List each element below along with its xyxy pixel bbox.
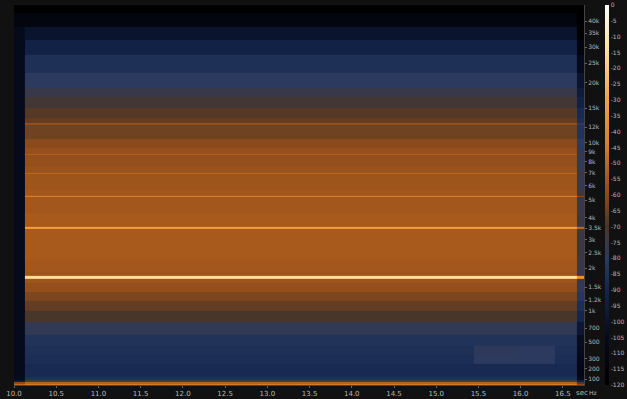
svg-text:4k: 4k — [588, 214, 596, 221]
svg-text:-100: -100 — [611, 318, 625, 325]
svg-text:12k: 12k — [588, 123, 600, 130]
svg-text:15.5: 15.5 — [471, 390, 487, 398]
svg-text:-60: -60 — [611, 191, 621, 198]
svg-text:5k: 5k — [588, 196, 596, 203]
svg-text:7k: 7k — [588, 169, 596, 176]
svg-text:10.0: 10.0 — [6, 390, 22, 398]
svg-text:8k: 8k — [588, 158, 596, 165]
svg-text:200: 200 — [588, 365, 600, 372]
svg-text:-35: -35 — [611, 112, 621, 119]
svg-text:-15: -15 — [611, 49, 621, 56]
svg-text:25k: 25k — [588, 59, 600, 66]
svg-text:35k: 35k — [588, 29, 600, 36]
svg-text:-5: -5 — [611, 17, 617, 24]
svg-text:14.5: 14.5 — [386, 390, 402, 398]
svg-text:6k: 6k — [588, 182, 596, 189]
svg-text:16.0: 16.0 — [513, 390, 529, 398]
svg-text:30k: 30k — [588, 43, 600, 50]
svg-text:20k: 20k — [588, 79, 600, 86]
svg-text:-65: -65 — [611, 207, 621, 214]
svg-text:40k: 40k — [588, 17, 600, 24]
svg-text:1k: 1k — [588, 307, 596, 314]
svg-text:-110: -110 — [611, 349, 625, 356]
svg-text:-85: -85 — [611, 270, 621, 277]
svg-text:11.0: 11.0 — [91, 390, 107, 398]
svg-text:-55: -55 — [611, 175, 621, 182]
svg-text:-80: -80 — [611, 254, 621, 261]
svg-text:12.5: 12.5 — [217, 390, 233, 398]
svg-text:-120: -120 — [611, 381, 625, 388]
svg-text:0: 0 — [611, 1, 615, 8]
svg-text:300: 300 — [588, 355, 600, 362]
svg-text:700: 700 — [588, 324, 600, 331]
svg-text:10k: 10k — [588, 139, 600, 146]
svg-text:-20: -20 — [611, 64, 621, 71]
svg-text:12.0: 12.0 — [175, 390, 191, 398]
svg-text:9k: 9k — [588, 148, 596, 155]
svg-text:2k: 2k — [588, 264, 596, 271]
svg-text:-70: -70 — [611, 223, 621, 230]
svg-text:13.5: 13.5 — [302, 390, 318, 398]
svg-text:-10: -10 — [611, 33, 621, 40]
svg-text:-45: -45 — [611, 144, 621, 151]
svg-text:1.5k: 1.5k — [588, 283, 602, 290]
svg-text:13.0: 13.0 — [260, 390, 276, 398]
svg-text:2.5k: 2.5k — [588, 249, 602, 256]
svg-text:11.5: 11.5 — [133, 390, 149, 398]
svg-text:-75: -75 — [611, 239, 621, 246]
svg-text:-50: -50 — [611, 159, 621, 166]
svg-text:3.5k: 3.5k — [588, 224, 602, 231]
svg-text:100: 100 — [588, 375, 600, 382]
svg-text:14.0: 14.0 — [344, 390, 360, 398]
svg-text:500: 500 — [588, 338, 600, 345]
svg-text:-95: -95 — [611, 302, 621, 309]
svg-text:-105: -105 — [611, 334, 625, 341]
svg-text:15k: 15k — [588, 104, 600, 111]
svg-text:-25: -25 — [611, 80, 621, 87]
svg-text:16.5: 16.5 — [555, 390, 571, 398]
svg-text:-90: -90 — [611, 286, 621, 293]
svg-text:-40: -40 — [611, 128, 621, 135]
svg-text:10.5: 10.5 — [48, 390, 64, 398]
svg-text:-115: -115 — [611, 365, 625, 372]
svg-text:15.0: 15.0 — [428, 390, 444, 398]
svg-text:1.2k: 1.2k — [588, 296, 602, 303]
svg-text:Hz: Hz — [589, 389, 597, 396]
svg-text:3k: 3k — [588, 236, 596, 243]
svg-text:-30: -30 — [611, 96, 621, 103]
svg-text:sec: sec — [576, 389, 588, 397]
